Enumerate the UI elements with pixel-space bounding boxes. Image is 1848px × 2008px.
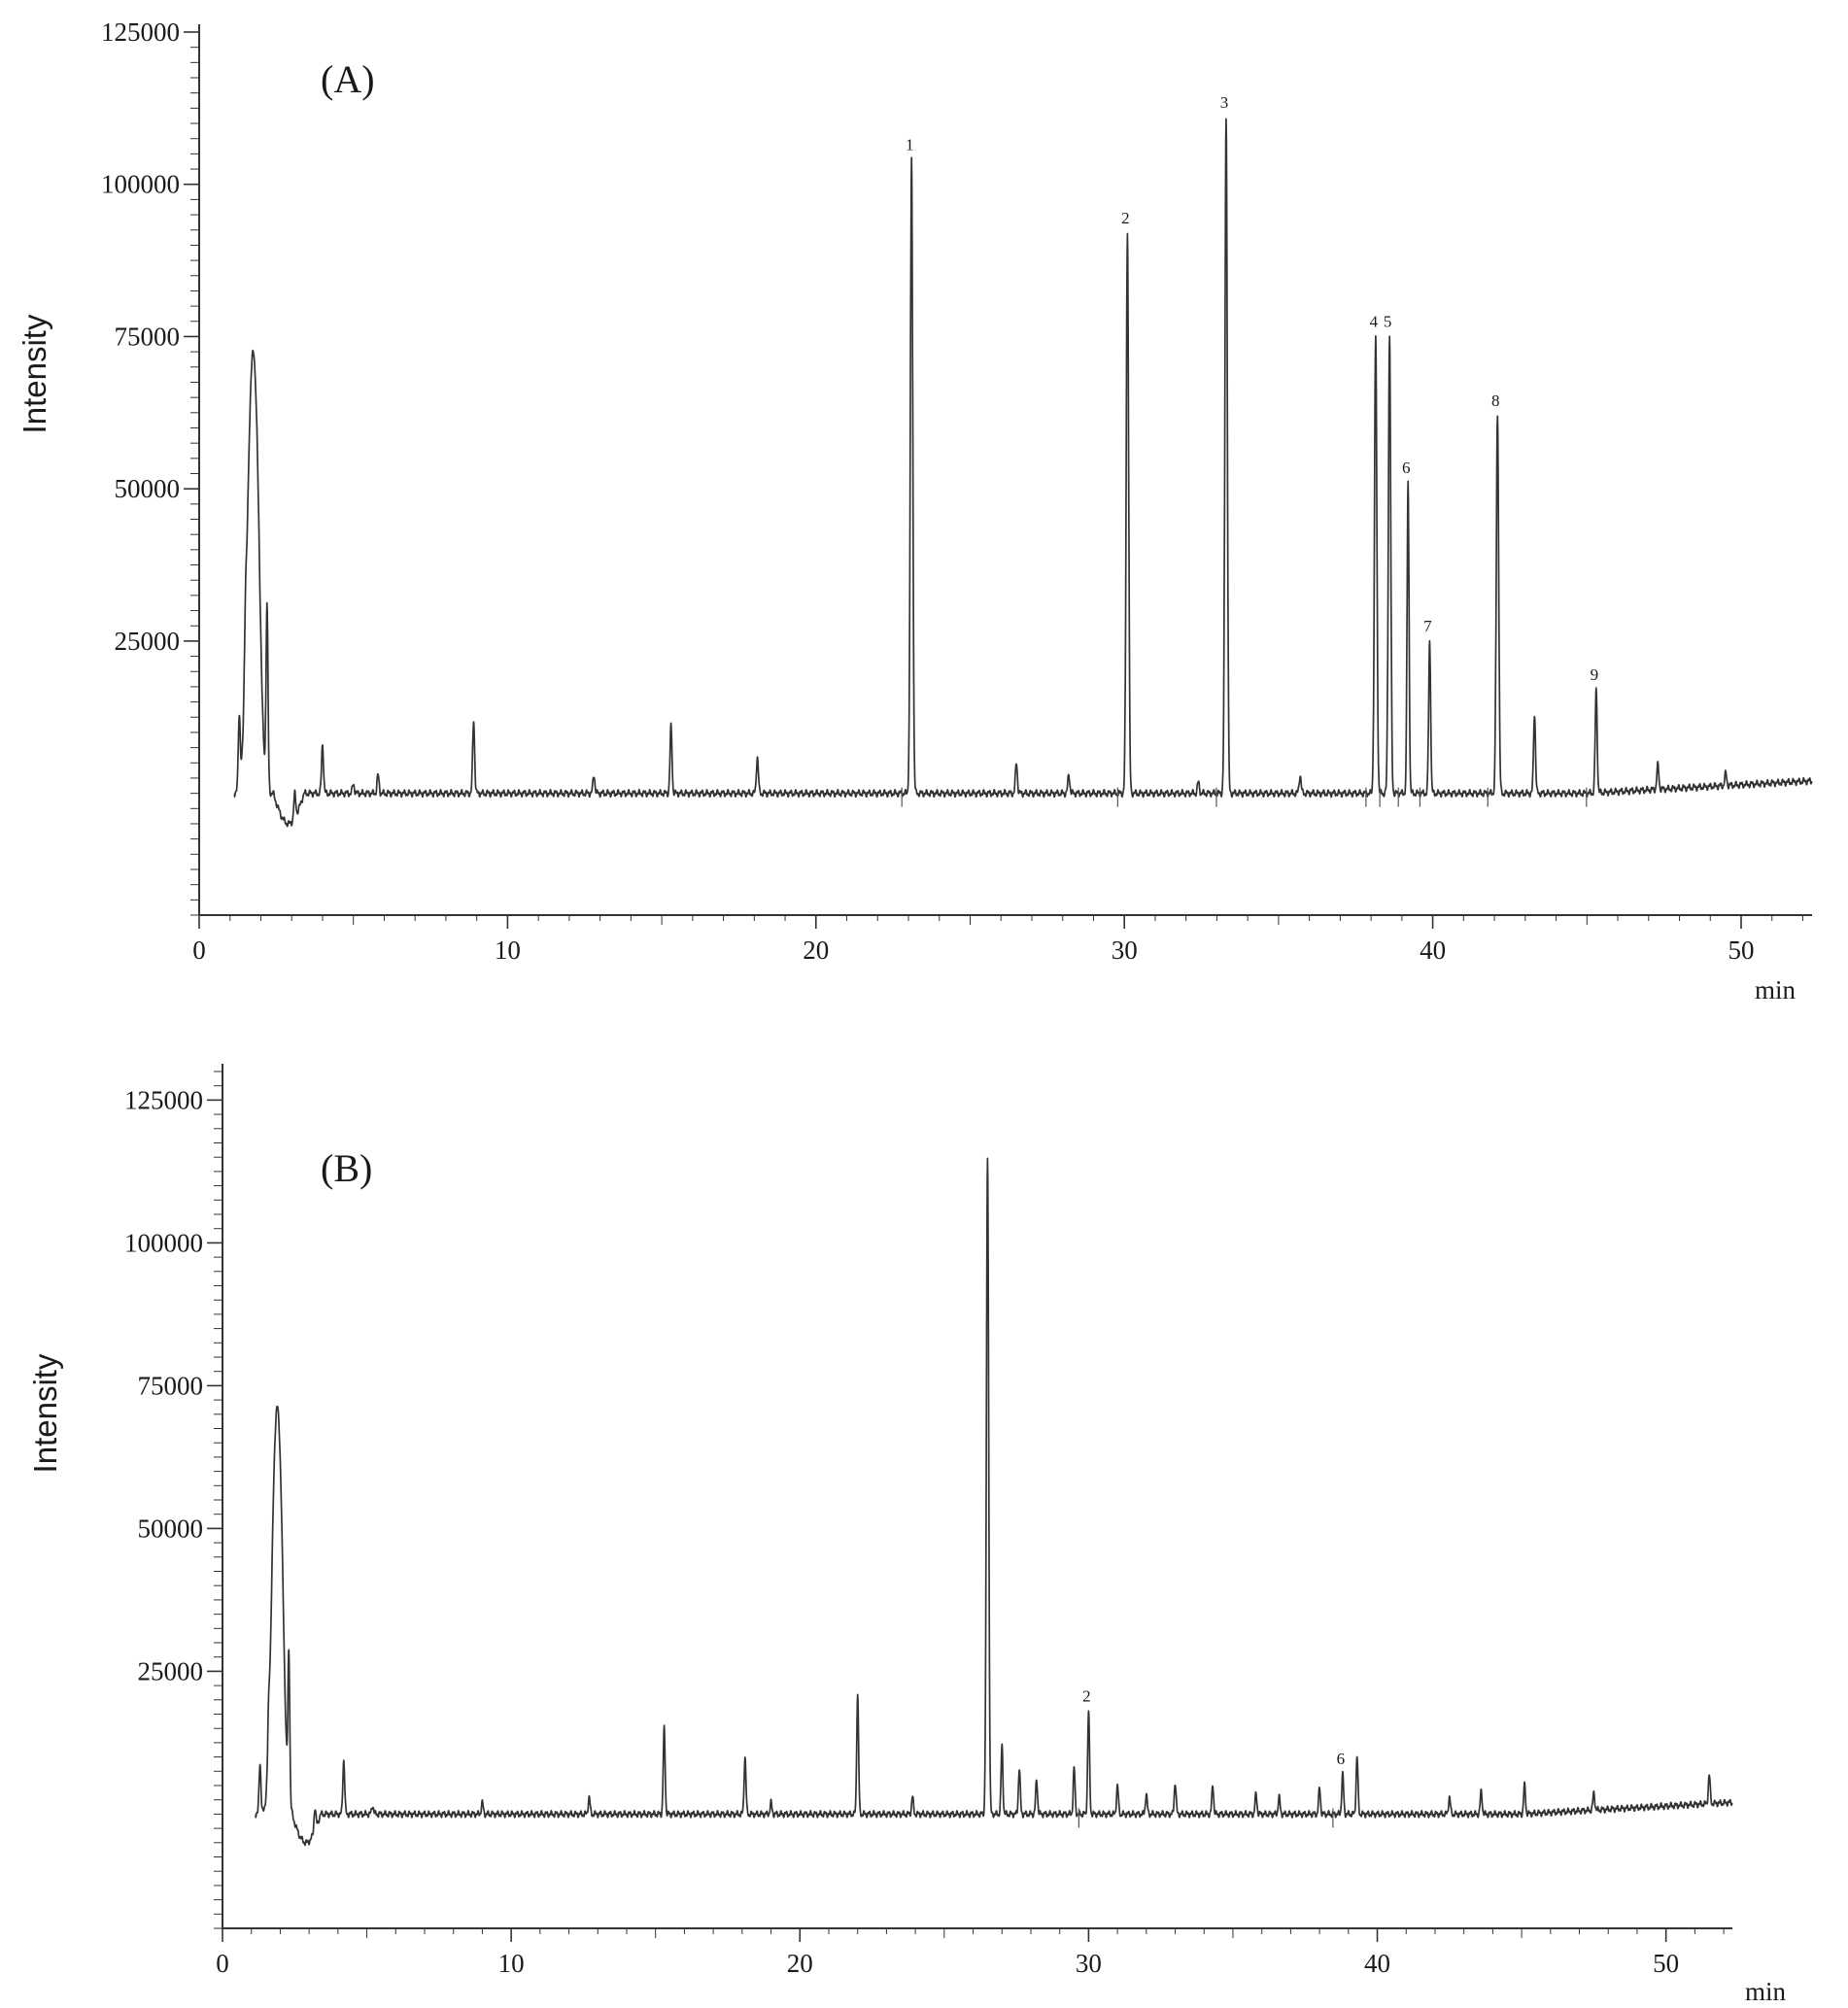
panel-label-b: (B) [321, 1146, 372, 1190]
y-tick-label-b: 25000 [138, 1656, 204, 1685]
x-tick-label-b: 10 [498, 1949, 525, 1978]
peak-label-2-a: 2 [1121, 209, 1130, 227]
x-tick-label-a: 30 [1112, 936, 1138, 965]
signal-trace-b [255, 1157, 1733, 1847]
peak-label-9-a: 9 [1591, 665, 1599, 684]
peak-label-1-a: 1 [906, 136, 914, 154]
chromatogram-panel-a: (A) Intensity min 25000 50000 75000 100000 1… [17, 17, 1813, 1004]
x-tick-label-a: 10 [495, 936, 521, 965]
peak-label-5-a: 5 [1384, 312, 1392, 330]
peak-label-6-a: 6 [1402, 459, 1411, 477]
panel-label-a: (A) [321, 57, 375, 101]
x-tick-label-b: 0 [216, 1949, 229, 1978]
x-tick-label-b: 30 [1076, 1949, 1102, 1978]
peak-label-6-b: 6 [1337, 1750, 1346, 1768]
peak-label-3-a: 3 [1220, 93, 1229, 112]
peak-label-4-a: 4 [1370, 312, 1379, 330]
y-tick-label-a: 75000 [115, 322, 181, 351]
peak-label-2-b: 2 [1082, 1687, 1091, 1706]
y-tick-label-a: 25000 [115, 627, 181, 656]
y-tick-label-b: 50000 [138, 1514, 204, 1543]
x-tick-label-a: 50 [1728, 936, 1754, 965]
x-tick-label-b: 40 [1364, 1949, 1390, 1978]
x-tick-label-b: 20 [787, 1949, 813, 1978]
x-axis-unit-a: min [1755, 975, 1797, 1004]
y-tick-label-a: 50000 [115, 474, 181, 503]
x-tick-label-b: 50 [1653, 1949, 1679, 1978]
chromatogram-panel-b: (B) Intensity min 25000 50000 75000 100000 1… [27, 1064, 1786, 2006]
x-axis-unit-b: min [1745, 1977, 1787, 2006]
y-tick-label-b: 75000 [138, 1371, 204, 1400]
signal-trace-a [233, 118, 1813, 828]
y-axis-label-a: Intensity [17, 314, 52, 433]
x-tick-label-a: 0 [192, 936, 206, 965]
y-tick-label-b: 100000 [124, 1228, 203, 1257]
y-tick-label-a: 100000 [101, 170, 180, 199]
x-tick-label-a: 20 [803, 936, 829, 965]
y-tick-label-a: 125000 [101, 17, 180, 47]
peak-label-7-a: 7 [1423, 617, 1432, 635]
y-tick-label-b: 125000 [124, 1085, 203, 1114]
y-axis-label-b: Intensity [27, 1353, 63, 1473]
peak-label-8-a: 8 [1491, 391, 1500, 410]
x-tick-label-a: 40 [1420, 936, 1446, 965]
